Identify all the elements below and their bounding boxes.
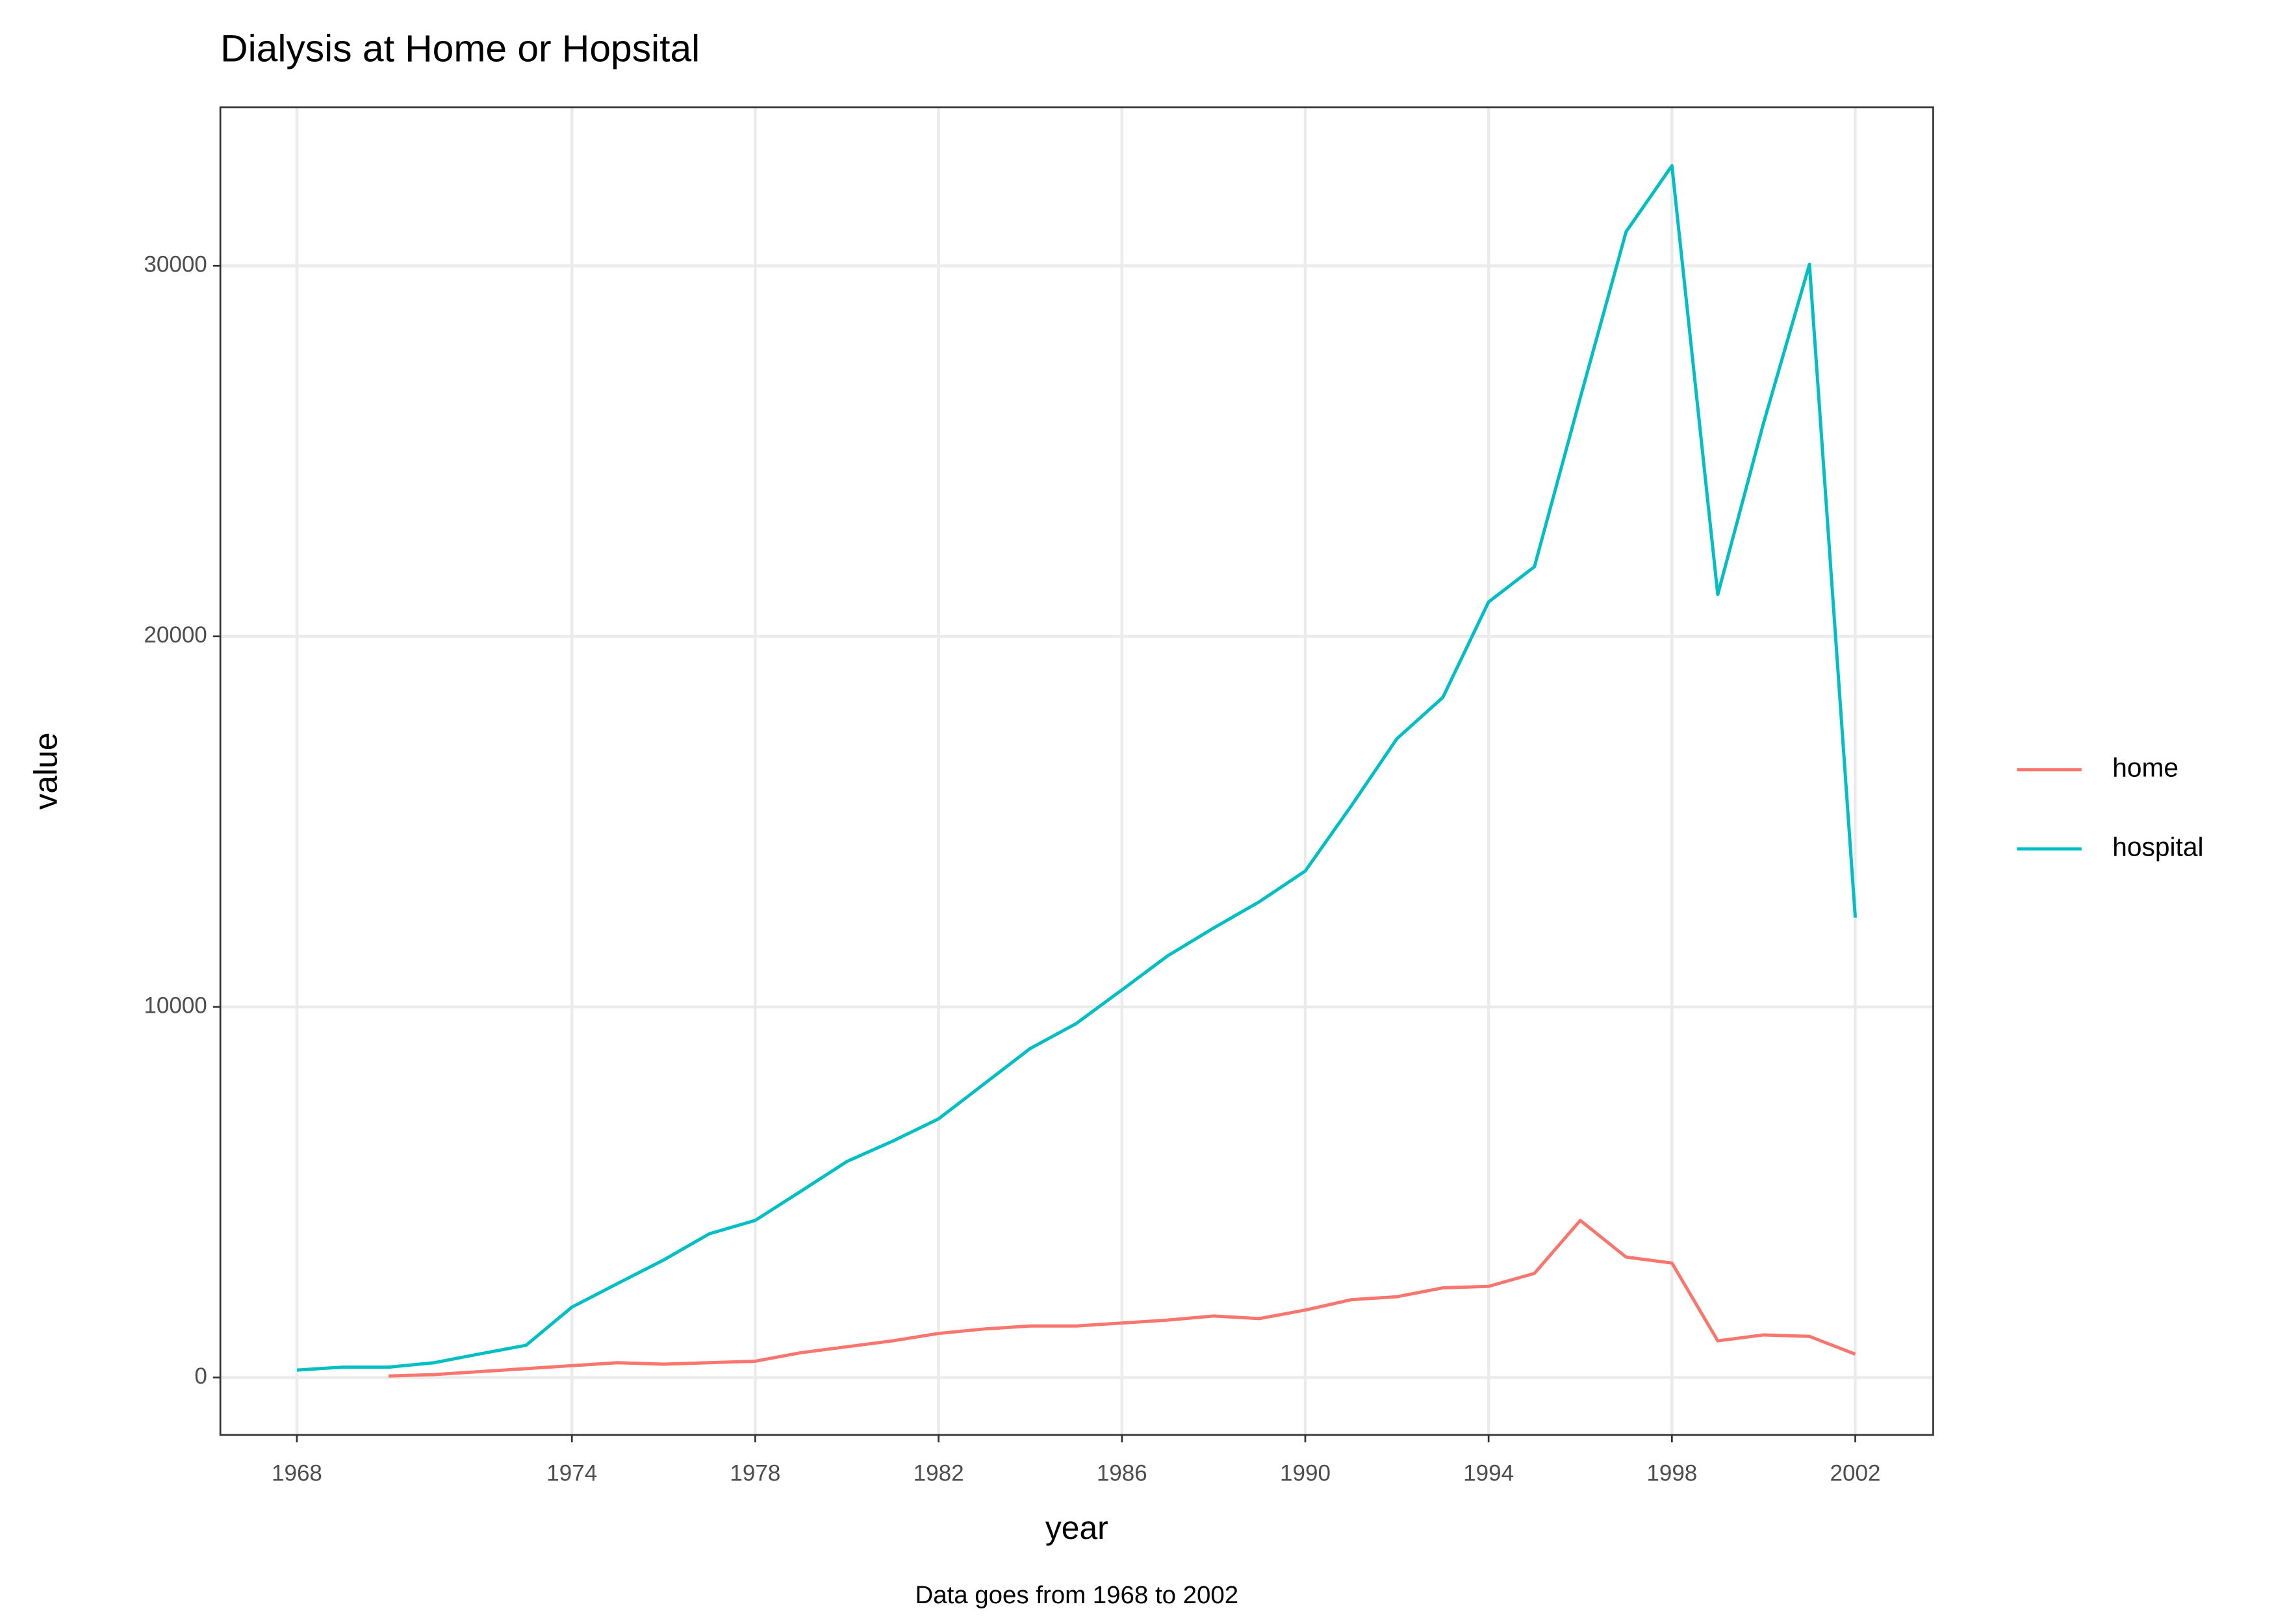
y-tick-label: 0 (194, 1364, 207, 1389)
x-tick-label: 1998 (1646, 1460, 1697, 1486)
x-tick-label: 1978 (730, 1460, 780, 1486)
series-line (388, 1219, 1856, 1378)
x-tick-label: 1990 (1280, 1460, 1331, 1486)
legend-label: home (2112, 753, 2178, 783)
y-tick-label: 20000 (144, 622, 207, 648)
grid (220, 107, 1934, 1435)
series-line (296, 164, 1858, 1372)
y-tick-label: 10000 (144, 993, 207, 1018)
plot-lines (296, 164, 1858, 1378)
x-tick-label: 1968 (272, 1460, 322, 1486)
axes: 0 10000 20000 30000 1968 1974 1978 1982 1986 1990… (144, 251, 1880, 1486)
legend-label: hospital (2112, 832, 2203, 862)
x-tick-label: 1986 (1097, 1460, 1147, 1486)
x-axis-title: year (1045, 1510, 1108, 1546)
caption: Data goes from 1968 to 2002 (915, 1581, 1238, 1609)
y-axis-title: value (28, 733, 64, 810)
x-tick-label: 1974 (546, 1460, 597, 1486)
panel-border (219, 106, 1934, 1436)
y-tick-label: 30000 (144, 251, 207, 277)
x-tick-label: 1982 (913, 1460, 964, 1486)
legend: home hospital (2017, 753, 2204, 862)
chart-title: Dialysis at Home or Hopsital (220, 28, 700, 70)
x-tick-label: 1994 (1463, 1460, 1514, 1486)
x-tick-label: 2002 (1830, 1460, 1881, 1486)
